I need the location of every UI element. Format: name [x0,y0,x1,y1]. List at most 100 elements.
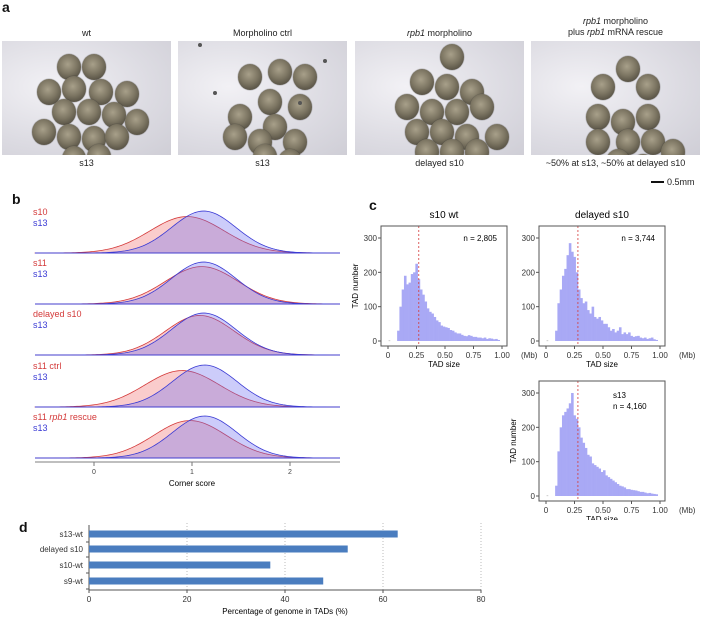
histogram-bar [653,339,656,341]
histogram-bar [410,274,414,341]
embryo [278,149,302,155]
y-tick-label: 200 [522,423,536,432]
histogram-bar [637,491,640,496]
histogram-bar [628,332,631,341]
histogram-bar [422,294,425,341]
embryo [293,64,317,90]
histogram-bar [564,268,567,341]
histogram-bar [456,333,459,341]
histogram-bar [399,306,402,341]
histogram-bar [639,337,643,341]
histogram-bar [589,456,592,496]
histogram-bar [632,336,636,341]
histogram-2: 0 100 200 300 0 0.25 0.50 0.75 1.00 (Mb) TAD size d… [522,210,696,369]
debris [198,43,202,47]
embryo [125,109,149,135]
series-label-red: s11 rpb1 rescue [33,412,97,422]
embryo [470,94,494,120]
histogram-bar [580,437,583,496]
plot-title: s10 wt [430,210,459,221]
bar [89,577,324,585]
series-label-blue: s13 [33,372,48,382]
x-tick-label: 1.00 [494,351,510,360]
bar [89,530,398,538]
panel-a-label: a [2,0,10,15]
histogram-bar [476,337,480,341]
histogram-bar [449,330,453,341]
embryo [77,99,101,125]
series-label-blue: s13 [33,218,48,228]
density-red [34,370,341,408]
histogram-bar [403,275,407,341]
x-tick-label: 1 [190,469,194,476]
density-blue [35,261,341,305]
histogram-bar [593,316,597,341]
histogram-bar [415,263,418,341]
debris [213,91,217,95]
histogram-bar [571,251,574,341]
histogram-bar [625,334,629,341]
embryo [415,139,439,155]
histogram-bar [442,326,446,341]
density-blue [35,210,341,254]
embryo-photo [2,41,171,155]
stage-label: s13 [255,158,270,168]
histogram-bar [621,486,624,496]
plot-inset-label: s13 [613,391,626,400]
condition-title: rpb1 morpholino plus rpb1 mRNA rescue [567,16,664,37]
histogram-bar [641,338,645,341]
condition-title: Morpholino ctrl [232,28,293,38]
x-unit-label: (Mb) [679,506,696,515]
histogram-bar [568,403,572,496]
x-tick-label: 40 [281,595,290,604]
histogram-bar [481,338,485,341]
histogram-bar [607,327,611,341]
histogram-bar [650,493,654,496]
histogram-bar [637,335,640,341]
category-label: s10-wt [59,561,83,570]
x-tick-label: 0 [544,351,549,360]
histogram-bar [577,427,581,496]
histogram-bar [490,338,494,341]
histogram-bar [655,339,659,341]
x-axis-label: TAD size [586,515,618,520]
embryo [591,74,615,100]
embryo [440,44,464,70]
histogram-bar [596,466,599,496]
embryo [87,144,111,155]
histogram-bar [589,313,592,341]
debris [298,101,302,105]
histogram-bar [470,335,473,341]
histogram-bar [447,327,450,341]
histogram-bar [577,289,581,341]
histogram-bar [555,485,558,496]
histogram-bar [598,468,602,496]
embryo [52,99,76,125]
embryo-photo [531,41,700,155]
histogram-bar [646,493,649,496]
condition-title: wt [82,28,91,38]
stage-label: ~50% at s13, ~50% at delayed s10 [545,158,686,168]
x-axis-label: TAD size [428,360,460,369]
n-count: n = 3,744 [621,234,655,243]
histogram-bar [582,442,586,496]
histogram-bar [555,330,558,341]
histogram-bar [650,337,654,341]
x-tick-label: 0.50 [595,506,611,515]
x-tick-label: 0.75 [624,506,640,515]
histogram-bar [474,336,478,341]
histogram-bar [451,330,455,341]
histogram-bar [397,330,400,341]
x-tick-label: 0 [386,351,391,360]
scale-bar-label: 0.5mm [667,177,695,187]
histogram-bar [460,334,464,341]
histogram-bar [497,339,501,341]
x-tick-label: 60 [379,595,388,604]
x-axis-label: Percentage of genome in TADs (%) [222,607,348,616]
x-tick-label: 0 [87,595,92,604]
panel-b-label: b [12,191,21,207]
histogram-bar [632,490,636,496]
x-tick-label: 1.00 [652,506,668,515]
x-unit-label: (Mb) [521,351,538,360]
series-label-red: delayed s10 [33,309,82,319]
